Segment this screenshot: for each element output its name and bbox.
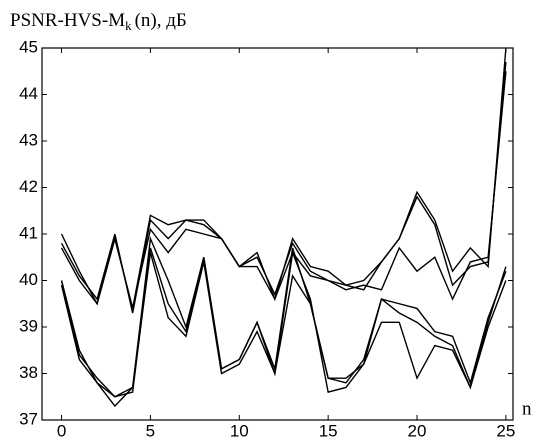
plot-frame [41, 47, 514, 421]
x-tick-label: 25 [496, 421, 515, 440]
y-tick-label: 39 [19, 316, 38, 335]
x-axis-label: n [522, 398, 532, 419]
title-suffix: (n), дБ [135, 10, 187, 31]
x-tick-label: 0 [57, 421, 66, 440]
title-subscript: k [125, 18, 132, 33]
title-main: PSNR-HVS-M [10, 10, 125, 31]
x-tick-label: 5 [146, 421, 155, 440]
y-tick-label: 45 [19, 37, 38, 56]
series-line [60, 247, 507, 398]
y-tick-label: 43 [19, 130, 38, 149]
y-tick-label: 38 [19, 363, 38, 382]
x-tick-label: 10 [230, 421, 249, 440]
x-tick-label: 15 [319, 421, 338, 440]
series-line [60, 71, 507, 309]
y-tick-label: 42 [19, 177, 38, 196]
chart-title: PSNR-HVS-Mk (n), дБ [10, 10, 187, 33]
x-tick-label: 20 [408, 421, 427, 440]
y-tick-label: 44 [19, 84, 38, 103]
y-tick-label: 41 [19, 223, 38, 242]
y-tick-label: 37 [19, 409, 38, 428]
y-tick-label: 40 [19, 270, 38, 289]
